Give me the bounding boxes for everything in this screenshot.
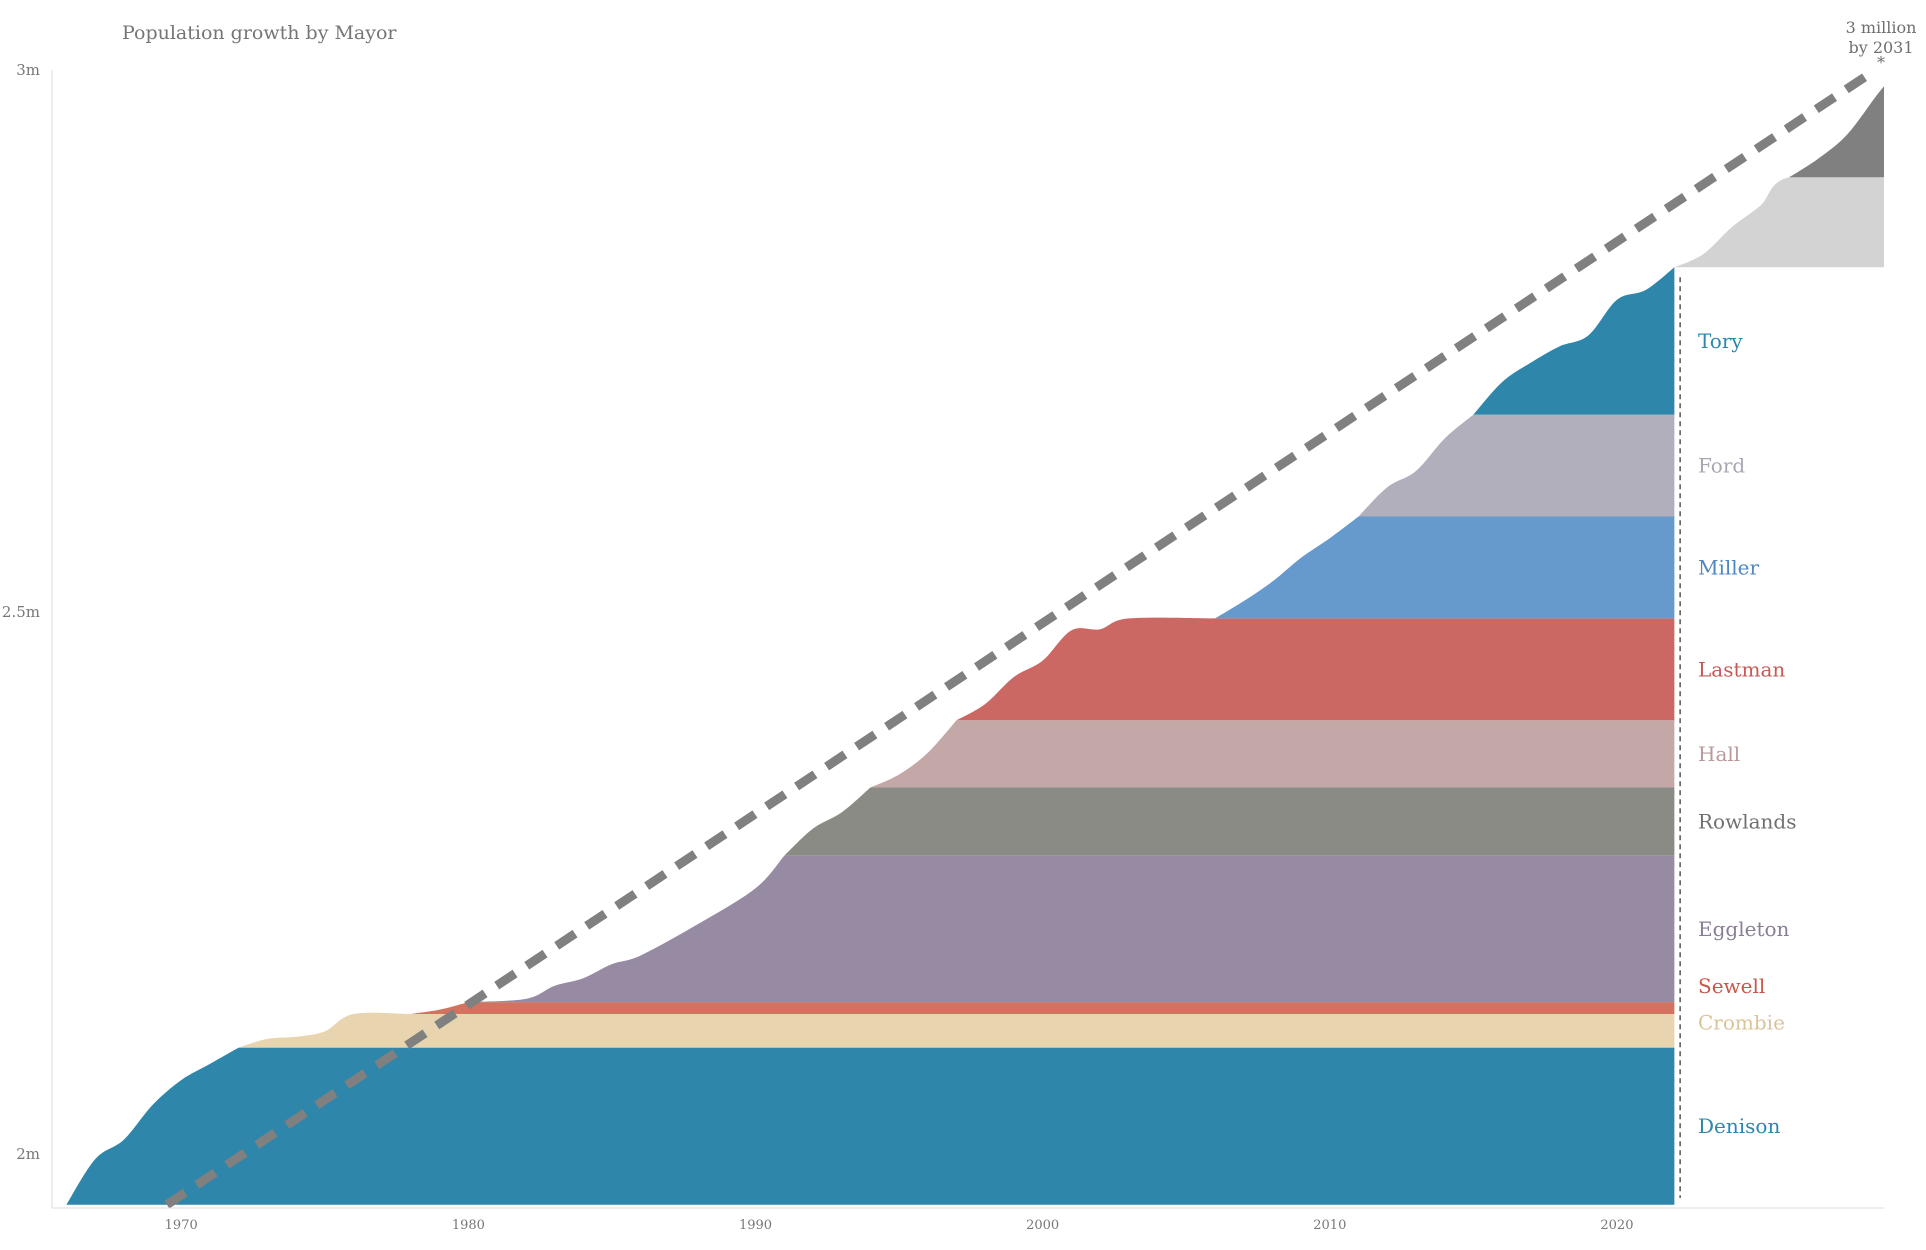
label-sewell: Sewell bbox=[1698, 974, 1765, 998]
x-tick-label: 1980 bbox=[452, 1218, 485, 1233]
area-hall bbox=[870, 720, 1675, 788]
label-crombie: Crombie bbox=[1698, 1011, 1785, 1035]
projection-asterisk: * bbox=[1877, 53, 1885, 72]
area-rowlands bbox=[784, 787, 1675, 856]
projection-line-1: 3 million bbox=[1845, 18, 1917, 37]
label-rowlands: Rowlands bbox=[1698, 810, 1797, 834]
area-denison bbox=[66, 1047, 1675, 1205]
y-tick-label: 2m bbox=[16, 1145, 40, 1163]
mayor-labels: Denison Crombie Sewell Eggleton Rowlands Hall… bbox=[1698, 329, 1797, 1138]
projection-annotation: 3 million by 2031 * bbox=[1826, 18, 1926, 72]
axes: 2m 2.5m 3m 1970 1980 1990 2000 2010 2020 bbox=[2, 61, 1884, 1233]
projection-area-2 bbox=[1789, 86, 1884, 178]
x-tick-label: 2010 bbox=[1313, 1218, 1346, 1233]
y-tick-label: 3m bbox=[16, 61, 40, 79]
projection-line-2: by 2031 bbox=[1848, 38, 1914, 57]
area-ford bbox=[1358, 414, 1675, 517]
label-denison: Denison bbox=[1698, 1114, 1780, 1138]
area-miller bbox=[1214, 516, 1675, 619]
area-lastman bbox=[956, 617, 1675, 721]
x-tick-label: 2020 bbox=[1600, 1218, 1633, 1233]
label-miller: Miller bbox=[1698, 555, 1760, 579]
label-lastman: Lastman bbox=[1698, 657, 1785, 681]
trend-line bbox=[164, 66, 1878, 1209]
x-tick-label: 1970 bbox=[165, 1218, 198, 1233]
chart-title: Population growth by Mayor bbox=[122, 22, 397, 44]
mayor-areas bbox=[66, 66, 1884, 1209]
label-hall: Hall bbox=[1698, 742, 1740, 766]
label-tory: Tory bbox=[1698, 329, 1743, 353]
area-tory bbox=[1473, 267, 1675, 415]
projection-area-1 bbox=[1674, 175, 1884, 268]
label-ford: Ford bbox=[1698, 454, 1745, 478]
area-crombie bbox=[238, 1012, 1675, 1048]
x-tick-label: 1990 bbox=[739, 1218, 772, 1233]
y-tick-label: 2.5m bbox=[2, 603, 40, 621]
area-sewell bbox=[410, 1002, 1675, 1014]
x-tick-label: 2000 bbox=[1026, 1218, 1059, 1233]
area-eggleton bbox=[468, 855, 1675, 1003]
label-eggleton: Eggleton bbox=[1698, 917, 1790, 941]
